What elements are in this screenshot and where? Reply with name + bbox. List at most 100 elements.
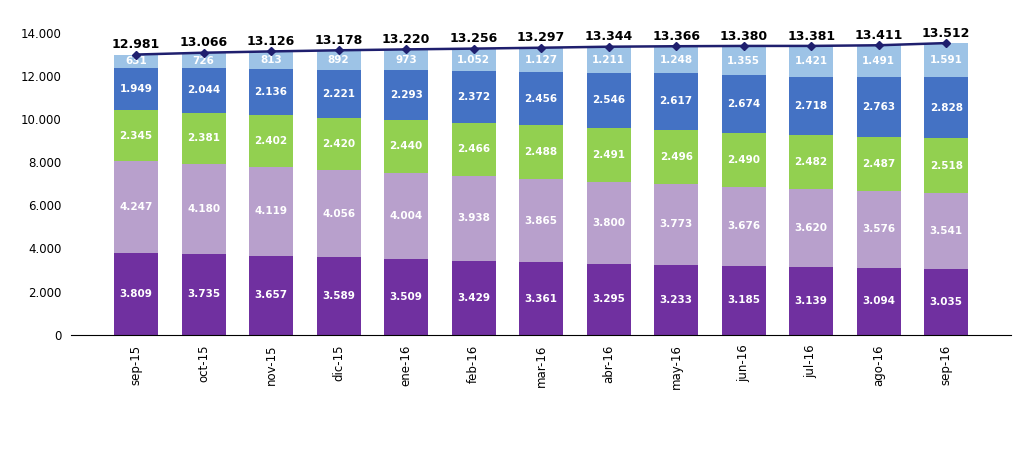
Text: 12.981: 12.981 (112, 38, 160, 51)
Bar (789, 77, 833, 135)
Bar (654, 73, 698, 130)
Bar (789, 189, 833, 267)
Text: 2.763: 2.763 (862, 102, 895, 112)
Text: 631: 631 (126, 56, 147, 66)
Total BA (535, 45, 547, 51)
Text: 2.420: 2.420 (322, 139, 355, 149)
Text: 2.487: 2.487 (862, 159, 895, 169)
Bar (520, 125, 563, 179)
Text: 2.136: 2.136 (254, 87, 288, 97)
Text: 2.718: 2.718 (794, 101, 828, 111)
Total BA (670, 43, 682, 49)
Text: 4.119: 4.119 (254, 206, 288, 216)
Text: 3.035: 3.035 (930, 297, 963, 307)
Bar (249, 52, 293, 69)
Bar (182, 254, 226, 335)
Bar (317, 118, 360, 170)
Text: 4.247: 4.247 (119, 202, 153, 212)
Text: 1.052: 1.052 (457, 55, 490, 65)
Bar (924, 269, 968, 335)
Text: 4.056: 4.056 (322, 208, 355, 219)
Text: 2.828: 2.828 (930, 103, 963, 113)
Text: 3.800: 3.800 (592, 218, 625, 228)
Bar (924, 193, 968, 269)
Bar (384, 49, 428, 70)
Bar (587, 182, 631, 264)
Total BA (602, 44, 615, 49)
Bar (114, 161, 158, 252)
Text: 3.361: 3.361 (525, 293, 557, 304)
Bar (182, 164, 226, 254)
Bar (722, 186, 766, 266)
Bar (857, 78, 901, 137)
Bar (384, 70, 428, 120)
Bar (722, 266, 766, 335)
Line: Total BA: Total BA (134, 40, 949, 57)
Bar (317, 50, 360, 70)
Text: 973: 973 (395, 55, 417, 65)
Bar (924, 77, 968, 139)
Bar (249, 69, 293, 115)
Text: 3.657: 3.657 (254, 290, 288, 300)
Text: 2.381: 2.381 (187, 133, 221, 143)
Bar (384, 259, 428, 335)
Text: 3.865: 3.865 (525, 215, 557, 226)
Text: 2.518: 2.518 (930, 160, 963, 171)
Text: 3.576: 3.576 (862, 225, 895, 234)
Text: 892: 892 (328, 55, 349, 65)
Bar (789, 267, 833, 335)
Bar (182, 53, 226, 68)
Total BA (468, 46, 480, 52)
Text: 13.256: 13.256 (449, 33, 498, 46)
Bar (857, 268, 901, 335)
Text: 1.591: 1.591 (930, 55, 963, 65)
Text: 2.345: 2.345 (119, 131, 153, 140)
Bar (384, 120, 428, 173)
Text: 2.488: 2.488 (525, 147, 557, 157)
Bar (520, 179, 563, 262)
Text: 13.178: 13.178 (314, 34, 362, 47)
Text: 13.297: 13.297 (517, 32, 566, 45)
Text: 2.044: 2.044 (187, 86, 221, 95)
Text: 2.372: 2.372 (457, 92, 490, 102)
Text: 2.466: 2.466 (457, 144, 490, 154)
Bar (722, 133, 766, 186)
Text: 3.809: 3.809 (119, 289, 152, 299)
Text: 13.380: 13.380 (720, 30, 768, 43)
Bar (317, 70, 360, 118)
Bar (114, 110, 158, 161)
Text: 3.429: 3.429 (457, 293, 490, 303)
Text: 13.220: 13.220 (382, 33, 430, 46)
Text: 2.674: 2.674 (727, 99, 761, 109)
Total BA (940, 40, 953, 46)
Bar (857, 45, 901, 78)
Bar (451, 48, 495, 71)
Text: 3.620: 3.620 (794, 223, 828, 233)
Bar (587, 264, 631, 335)
Text: 1.491: 1.491 (862, 56, 895, 66)
Bar (182, 113, 226, 164)
Text: 2.546: 2.546 (592, 95, 625, 106)
Bar (317, 257, 360, 335)
Text: 4.004: 4.004 (389, 211, 423, 221)
Text: 13.066: 13.066 (180, 36, 228, 49)
Total BA (737, 43, 749, 49)
Text: 3.735: 3.735 (187, 290, 221, 299)
Text: 1.248: 1.248 (660, 55, 692, 65)
Text: 2.221: 2.221 (322, 88, 355, 99)
Text: 2.402: 2.402 (254, 136, 288, 146)
Bar (520, 262, 563, 335)
Text: 1.949: 1.949 (119, 84, 152, 94)
Text: 726: 726 (193, 55, 214, 66)
Bar (249, 115, 293, 167)
Text: 2.496: 2.496 (660, 152, 692, 162)
Bar (722, 75, 766, 133)
Bar (722, 46, 766, 75)
Text: 3.509: 3.509 (390, 292, 423, 302)
Text: 2.456: 2.456 (525, 93, 557, 104)
Bar (520, 48, 563, 72)
Bar (520, 72, 563, 125)
Text: 2.293: 2.293 (390, 90, 423, 100)
Text: 1.211: 1.211 (592, 55, 625, 65)
Text: 2.490: 2.490 (727, 155, 761, 165)
